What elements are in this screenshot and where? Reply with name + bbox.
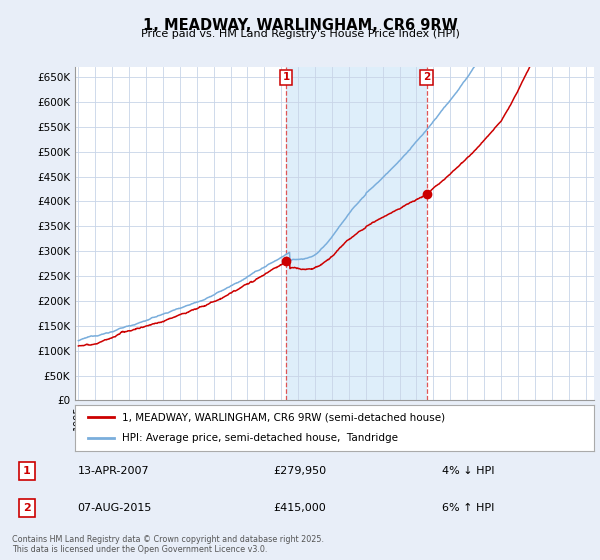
Text: 6% ↑ HPI: 6% ↑ HPI	[442, 503, 494, 513]
Text: £279,950: £279,950	[274, 466, 326, 476]
Text: 4% ↓ HPI: 4% ↓ HPI	[442, 466, 494, 476]
Text: HPI: Average price, semi-detached house,  Tandridge: HPI: Average price, semi-detached house,…	[122, 433, 398, 444]
Text: 13-APR-2007: 13-APR-2007	[78, 466, 150, 476]
Text: 1, MEADWAY, WARLINGHAM, CR6 9RW: 1, MEADWAY, WARLINGHAM, CR6 9RW	[143, 18, 457, 34]
Text: 2: 2	[23, 503, 31, 513]
Text: 1: 1	[23, 466, 31, 476]
Text: 1: 1	[283, 72, 290, 82]
Text: 1, MEADWAY, WARLINGHAM, CR6 9RW (semi-detached house): 1, MEADWAY, WARLINGHAM, CR6 9RW (semi-de…	[122, 412, 445, 422]
Bar	[286, 67, 427, 400]
Text: 2: 2	[423, 72, 430, 82]
Text: Price paid vs. HM Land Registry's House Price Index (HPI): Price paid vs. HM Land Registry's House …	[140, 29, 460, 39]
Text: Contains HM Land Registry data © Crown copyright and database right 2025.
This d: Contains HM Land Registry data © Crown c…	[12, 535, 324, 554]
Text: £415,000: £415,000	[274, 503, 326, 513]
Text: 07-AUG-2015: 07-AUG-2015	[77, 503, 151, 513]
